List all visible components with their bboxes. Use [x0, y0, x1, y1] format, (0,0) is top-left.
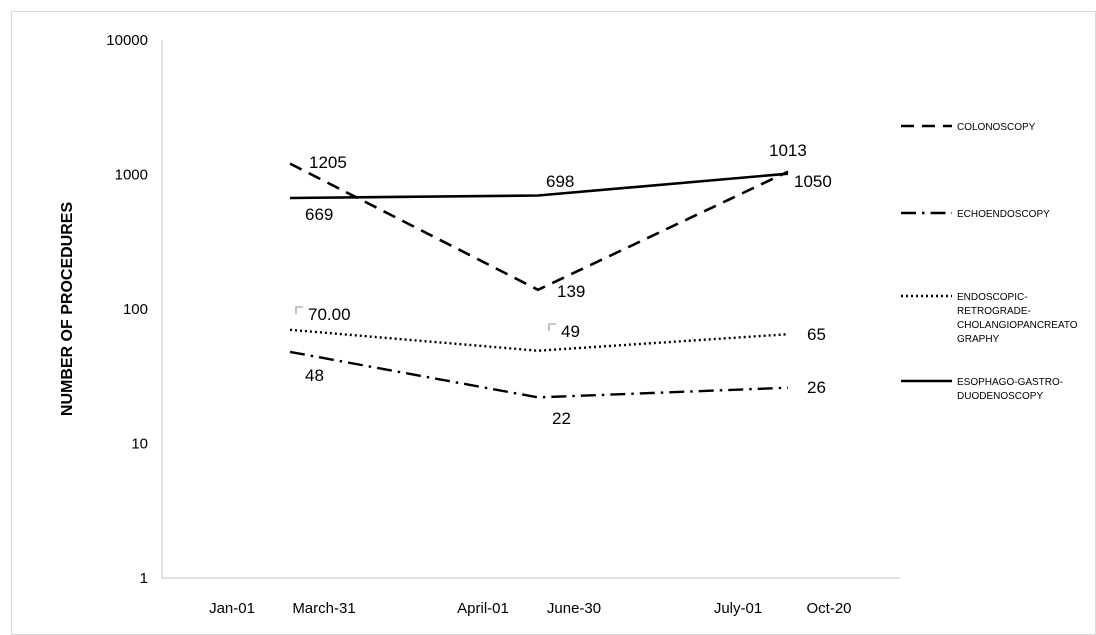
series-line-colonoscopy [289, 162, 789, 292]
legend-label: ESOPHAGO-GASTRO-DUODENOSCOPY [957, 377, 1063, 402]
label-leader-line [548, 323, 556, 331]
data-label: 48 [305, 366, 324, 385]
series-line-esophago-gastro-duodenoscopy [289, 172, 789, 200]
data-label: 1013 [769, 141, 807, 160]
data-labels: 1205 139 1050 48 22 26 70.00 49 65 669 698 1013 [295, 141, 832, 428]
legend-label: ECHOENDOSCOPY [957, 209, 1050, 220]
data-label: 698 [546, 172, 574, 191]
series-lines [289, 162, 789, 399]
y-tick-label: 100 [123, 301, 148, 318]
y-tick-label: 1 [140, 570, 148, 587]
legend-label: COLONOSCOPY [957, 122, 1036, 133]
legend: COLONOSCOPY ECHOENDOSCOPY ENDOSCOPIC-RETRO… [901, 122, 1078, 402]
x-tick-label: April-01 [457, 600, 509, 617]
legend-label: ENDOSCOPIC-RETROGRADE-CHOLANGIOPANCREATO… [957, 292, 1078, 345]
series-line-endoscopic-retrograde-cholangiopancreatography [289, 328, 789, 352]
data-label: 49 [561, 322, 580, 341]
data-label: 70.00 [308, 305, 351, 324]
y-tick-label: 10 [131, 436, 148, 453]
data-label: 139 [557, 282, 585, 301]
y-axis-title: NUMBER OF PROCEDURES [59, 202, 76, 417]
x-tick-label: Jan-01 [209, 600, 255, 617]
x-tick-labels: Jan-01 March-31 April-01 June-30 July-01 Oct-… [209, 600, 851, 617]
data-label: 26 [807, 378, 826, 397]
data-label: 1050 [794, 172, 832, 191]
label-leader-line [295, 306, 303, 314]
y-tick-label: 1000 [115, 167, 148, 184]
y-tick-labels: 1 10 100 1000 10000 [106, 32, 148, 587]
data-label: 1205 [309, 153, 347, 172]
data-label: 22 [552, 409, 571, 428]
x-tick-label: June-30 [547, 600, 601, 617]
data-label: 65 [807, 325, 826, 344]
series-line-echoendoscopy [289, 350, 789, 399]
x-tick-label: Oct-20 [806, 600, 851, 617]
chart-border [11, 11, 1096, 635]
data-label: 669 [305, 205, 333, 224]
y-tick-label: 10000 [106, 32, 148, 49]
x-tick-label: July-01 [714, 600, 762, 617]
x-tick-label: March-31 [292, 600, 355, 617]
